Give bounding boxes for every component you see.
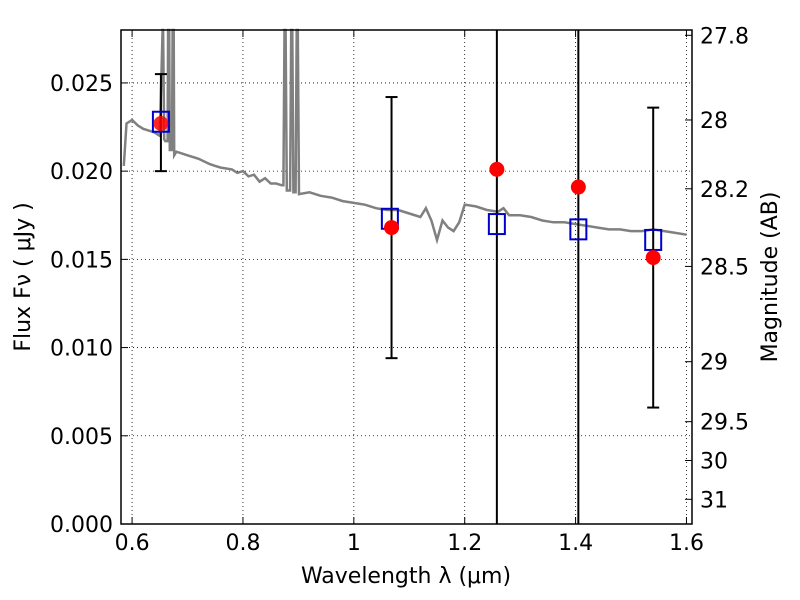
y-tick-label: 0.015	[50, 248, 113, 273]
model-point	[487, 213, 506, 236]
y2-tick-label: 29.5	[700, 411, 749, 436]
x-axis: 0.6 0.8 1 1.2 1.4 1.6	[115, 30, 704, 556]
x-tick-label: 0.8	[225, 531, 260, 556]
y-axis: 0.000 0.005 0.010 0.015 0.020 0.025	[50, 72, 128, 538]
y2-tick-label: 31	[700, 488, 728, 513]
x-tick-label: 1.2	[447, 531, 482, 556]
y2-tick-label: 28.2	[700, 178, 749, 203]
grid	[121, 30, 692, 525]
y2-tick-label: 30	[700, 449, 728, 474]
y2-axis: 27.8 28 28.2 28.5 29 29.5 30 31	[685, 24, 749, 513]
observed-point	[645, 250, 661, 266]
model-point	[644, 228, 663, 251]
y2-tick-label: 29	[700, 351, 728, 376]
y2-axis-label: Magnitude (AB)	[758, 192, 783, 363]
y-tick-label: 0.025	[50, 72, 113, 97]
y-tick-label: 0.020	[50, 160, 113, 185]
x-tick-label: 1.6	[669, 531, 704, 556]
y2-tick-label: 27.8	[700, 24, 749, 49]
observed-point	[570, 179, 586, 195]
model-points	[151, 110, 663, 251]
spectrum-line	[122, 28, 687, 245]
model-spectrum	[122, 28, 687, 245]
x-axis-label: Wavelength λ (μm)	[301, 564, 511, 589]
x-tick-label: 1	[347, 531, 361, 556]
model-point	[569, 218, 588, 241]
y2-tick-label: 28.5	[700, 255, 749, 280]
observed-point	[153, 116, 169, 132]
y-tick-label: 0.005	[50, 425, 113, 450]
observed-points	[153, 116, 661, 266]
y2-tick-label: 28	[700, 109, 728, 134]
model-point	[151, 110, 170, 133]
y-tick-label: 0.010	[50, 337, 113, 362]
y-axis-label: Flux Fν ( μJy )	[11, 202, 36, 351]
error-bars	[154, 30, 660, 524]
plot-frame	[120, 29, 693, 525]
x-tick-label: 1.4	[558, 531, 593, 556]
observed-point	[489, 161, 505, 177]
observed-point	[384, 220, 400, 236]
x-tick-label: 0.6	[115, 531, 150, 556]
y-tick-label: 0.000	[50, 513, 113, 538]
